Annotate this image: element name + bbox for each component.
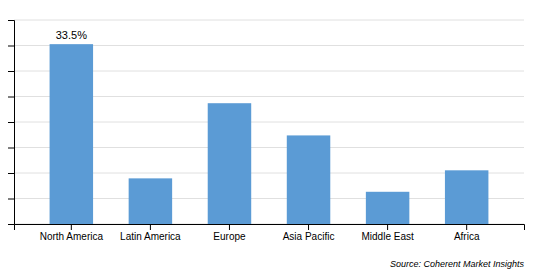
- x-tick: Latin America: [120, 224, 181, 242]
- y-axis-line: [8, 21, 15, 225]
- x-tick: Asia Pacific: [283, 224, 335, 242]
- y-tick-mark: [8, 46, 14, 47]
- plot: North America Latin America Europe Asia Pac…: [8, 20, 525, 242]
- bars: [50, 44, 489, 224]
- x-tick-mark: [466, 224, 467, 230]
- x-tick-mark: [150, 224, 151, 230]
- x-tick-label: Africa: [454, 231, 480, 242]
- y-tick-mark: [8, 148, 14, 149]
- x-tick: Europe: [213, 224, 246, 242]
- x-axis-line: [15, 225, 525, 231]
- y-tick: [8, 199, 14, 200]
- grid-line: [14, 20, 524, 21]
- bar: [287, 135, 330, 224]
- bar: [445, 170, 488, 224]
- y-tick-mark: [8, 173, 14, 174]
- x-tick-label: Middle East: [361, 231, 413, 242]
- x-axis: North America Latin America Europe Asia Pac…: [15, 224, 525, 242]
- x-tick-mark: [387, 224, 388, 230]
- x-tick-mark: [71, 224, 72, 230]
- x-tick-label: Latin America: [120, 231, 181, 242]
- y-axis: [8, 21, 15, 225]
- y-tick: [8, 71, 14, 72]
- y-tick: [8, 97, 14, 98]
- x-tick-mark: [229, 224, 230, 230]
- x-tick: North America: [40, 224, 104, 242]
- y-tick: [8, 224, 14, 225]
- y-tick: [8, 46, 14, 47]
- grid: [14, 20, 524, 224]
- y-tick: [8, 148, 14, 149]
- y-tick-mark: [8, 97, 14, 98]
- y-tick: [8, 173, 14, 174]
- x-tick-label: Asia Pacific: [283, 231, 335, 242]
- x-tick-label: Europe: [213, 231, 246, 242]
- source-note: Source: Coherent Market Insights: [390, 259, 525, 269]
- y-tick: [8, 20, 14, 21]
- annotations: 33.5%: [56, 29, 87, 41]
- bar: [208, 103, 251, 224]
- x-tick: Africa: [454, 224, 480, 242]
- x-tick: Middle East: [361, 224, 413, 242]
- annotation: 33.5%: [56, 29, 87, 41]
- y-tick-mark: [8, 122, 14, 123]
- y-tick-mark: [8, 224, 14, 225]
- bar: [366, 192, 409, 224]
- y-tick-mark: [8, 71, 14, 72]
- y-tick-mark: [8, 20, 14, 21]
- bar: [50, 44, 93, 224]
- bar: [129, 178, 172, 224]
- x-tick-mark: [308, 224, 309, 230]
- y-tick: [8, 122, 14, 123]
- x-tick-label: North America: [40, 231, 104, 242]
- y-tick-mark: [8, 199, 14, 200]
- chart: North America Latin America Europe Asia Pac…: [0, 0, 538, 272]
